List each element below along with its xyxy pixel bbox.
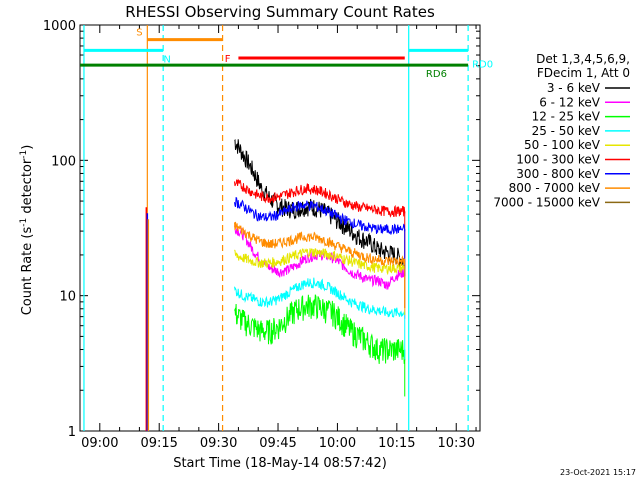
legend-label: 800 - 7000 keV	[509, 181, 601, 195]
series-line	[234, 221, 406, 266]
y-axis-label: Count Rate (s-1 detector-1)	[19, 145, 35, 316]
legend-label: 3 - 6 keV	[547, 81, 601, 95]
y-tick-label: 100	[51, 154, 76, 169]
y-tick-label: 1	[68, 425, 76, 440]
y-axis-label-sup1: -1	[19, 218, 29, 227]
series-line	[234, 247, 406, 276]
legend-label: 50 - 100 keV	[524, 138, 601, 152]
legend-label: 25 - 50 keV	[532, 124, 601, 138]
x-tick-label: 09:45	[259, 436, 296, 451]
legend-label: 100 - 300 keV	[516, 153, 600, 167]
x-tick-label: 09:15	[140, 436, 177, 451]
legend-header-1: Det 1,3,4,5,6,9,	[536, 52, 630, 66]
y-axis-label-end: )	[20, 145, 35, 150]
flag-label-rd6: RD6	[426, 69, 447, 80]
x-tick-label: 09:00	[81, 436, 118, 451]
x-tick-label: 10:15	[378, 436, 415, 451]
flag-label-s: S	[136, 28, 142, 39]
legend-label: 12 - 25 keV	[532, 110, 601, 124]
series-line	[234, 178, 406, 218]
plot-frame	[79, 24, 481, 432]
series-line	[234, 277, 406, 318]
x-tick-label: 09:30	[200, 436, 237, 451]
legend-label: 6 - 12 keV	[539, 95, 601, 109]
series-line	[234, 196, 406, 235]
series-line	[234, 139, 406, 267]
legend-label: 300 - 800 keV	[516, 167, 600, 181]
legend-label: 7000 - 15000 keV	[493, 195, 600, 209]
chart-title: RHESSI Observing Summary Count Rates	[125, 3, 435, 21]
flag-label-rd0: RD0	[472, 59, 493, 70]
flag-label-f: F	[225, 54, 231, 65]
x-tick-label: 10:30	[438, 436, 475, 451]
y-tick-label: 1000	[43, 19, 76, 34]
legend-header-2: FDecim 1, Att 0	[537, 66, 630, 80]
y-axis-label-main: Count Rate (s	[20, 227, 35, 316]
y-axis-label-mid: detector	[20, 158, 35, 218]
x-axis-label: Start Time (18-May-14 08:57:42)	[173, 456, 387, 471]
footer-date: 23-Oct-2021 15:17	[560, 468, 636, 477]
y-axis-label-sup2: -1	[19, 150, 29, 159]
series-line	[234, 294, 406, 364]
x-tick-label: 10:00	[319, 436, 356, 451]
flag-label-n: N	[163, 54, 170, 65]
y-tick-label: 10	[59, 290, 76, 305]
